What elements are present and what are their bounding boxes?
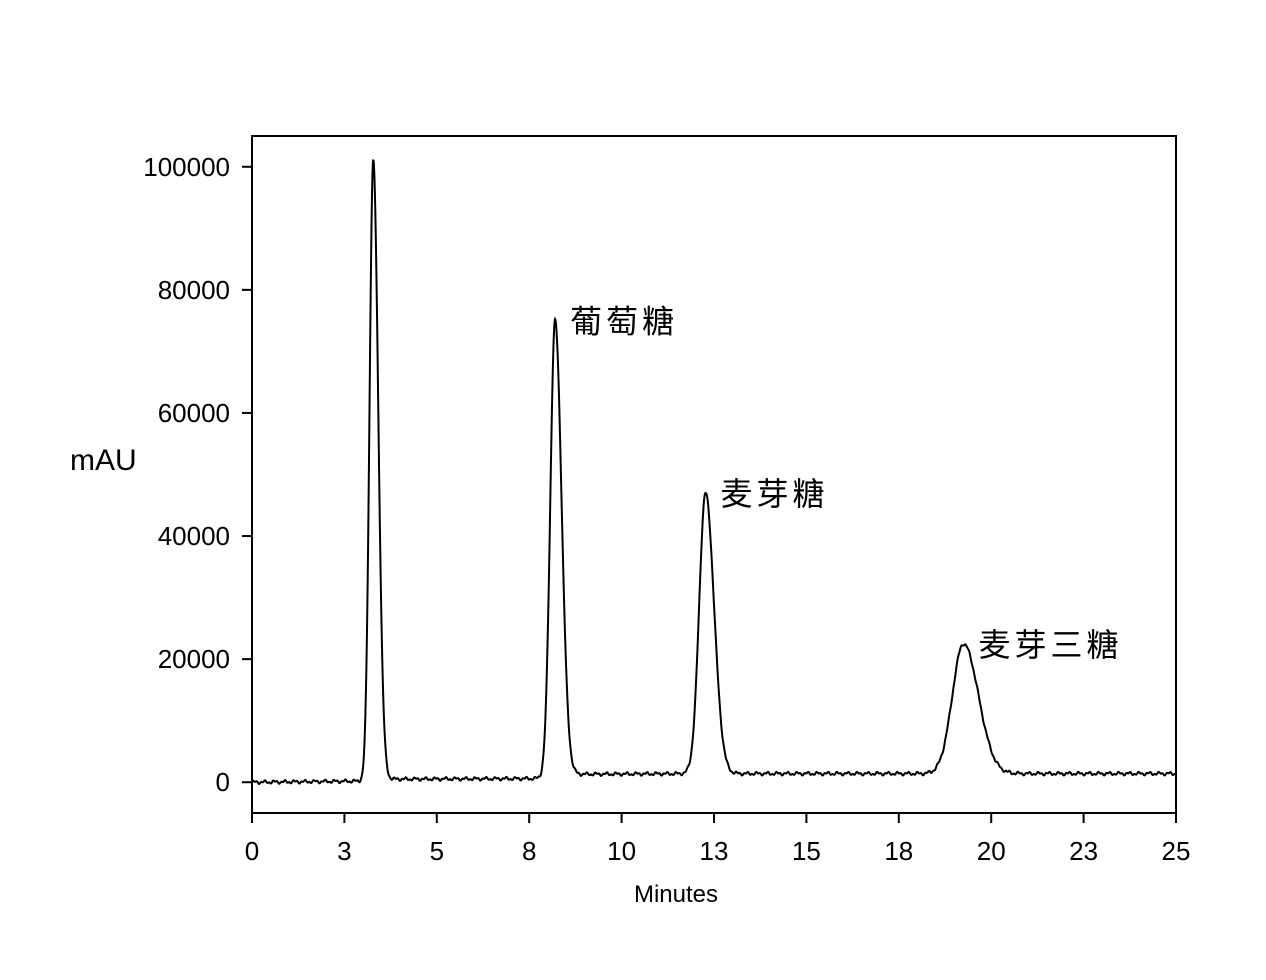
- plot-frame: [251, 135, 1177, 814]
- x-tick-label: 15: [792, 836, 821, 866]
- x-tick-label: 23: [1069, 836, 1098, 866]
- y-tick-label: 0: [216, 767, 230, 797]
- x-tick-label: 8: [522, 836, 536, 866]
- peak-label: 麦芽糖: [720, 475, 828, 513]
- tick-layer: [242, 165, 1177, 823]
- y-tick-labels: 0 20000 40000 60000 80000 100000: [143, 152, 230, 797]
- x-tick-label: 10: [607, 836, 636, 866]
- x-tick-label: 20: [977, 836, 1006, 866]
- x-tick-label: 25: [1162, 836, 1191, 866]
- y-tick-label: 40000: [158, 521, 230, 551]
- peak-label: 麦芽三糖: [978, 626, 1122, 664]
- x-axis-title: Minutes: [634, 881, 718, 908]
- y-tick-label: 100000: [143, 152, 230, 182]
- y-tick-label: 20000: [158, 644, 230, 674]
- y-axis-title: mAU: [70, 444, 137, 477]
- peak-label: 葡萄糖: [570, 303, 678, 341]
- y-tick-label: 80000: [158, 275, 230, 305]
- y-tick-label: 60000: [158, 398, 230, 428]
- chromatogram-trace: [251, 159, 1177, 785]
- x-tick-label: 3: [337, 836, 351, 866]
- x-tick-label: 13: [700, 836, 729, 866]
- x-tick-label: 5: [430, 836, 444, 866]
- x-tick-label: 18: [884, 836, 913, 866]
- x-tick-labels: 0 3 5 8 10 13 15 18 20 23 25: [245, 836, 1191, 866]
- x-tick-label: 0: [245, 836, 259, 866]
